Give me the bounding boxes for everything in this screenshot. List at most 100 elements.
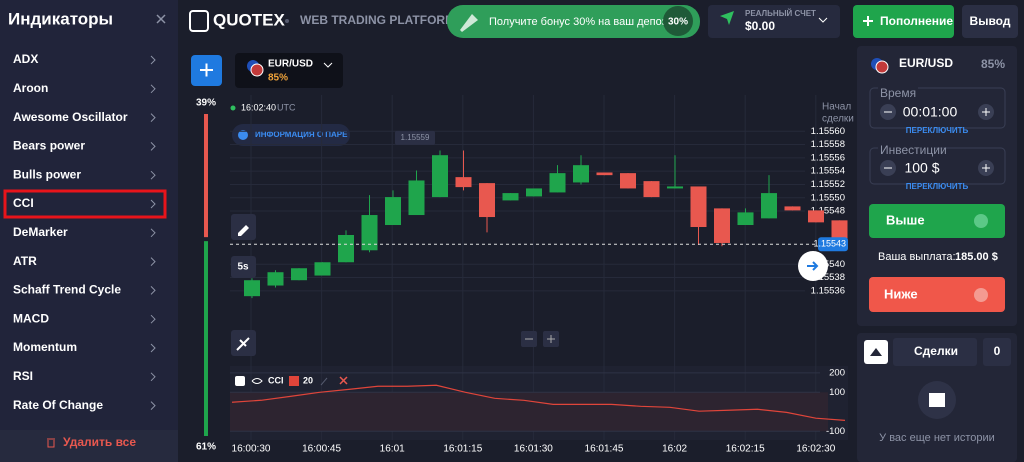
candle-body [408, 180, 425, 216]
logo-icon [189, 10, 209, 32]
cci-period: 20 [303, 375, 313, 385]
empty-text: У вас еще нет истории [879, 432, 995, 444]
collapse-btn[interactable] [235, 376, 245, 386]
asset-box[interactable] [235, 53, 343, 88]
balance: $0.00 [745, 19, 775, 33]
indicator-item[interactable]: CCI [13, 196, 34, 210]
x-tick-label: 16:00:45 [302, 444, 341, 455]
panel-payout: 85% [981, 57, 1005, 71]
down: Ниже [884, 286, 918, 301]
switch[interactable]: ПЕРЕКЛЮЧИТЬ [906, 182, 969, 191]
candle-body [314, 262, 331, 276]
eye-icon[interactable] [251, 378, 263, 384]
invest-value: 100 $ [904, 160, 939, 176]
asset-payout: 85% [268, 73, 288, 84]
payout-value: 185.00 $ [955, 251, 998, 263]
chevron [323, 62, 333, 68]
draw-btn[interactable] [231, 214, 256, 240]
indicator-item[interactable]: RSI [13, 369, 33, 383]
chevron [150, 142, 156, 151]
candle-body [338, 234, 354, 263]
bonus-banner[interactable] [447, 5, 700, 38]
platform: WEB TRADING PLATFORM [300, 13, 455, 27]
start-label: Начал [822, 102, 851, 113]
candle-body [267, 272, 284, 286]
panel-pair: EUR/USD [899, 56, 953, 70]
indicator-item[interactable]: Bears power [13, 139, 85, 153]
y-tick-label: 1.15558 [811, 139, 845, 150]
sentiment-bar [204, 114, 208, 238]
invest-box[interactable] [869, 147, 1006, 185]
current-price: 1.15543 [813, 239, 846, 249]
indicator-item[interactable]: Momentum [13, 340, 77, 354]
down-btn[interactable] [869, 277, 1005, 312]
time-box[interactable] [869, 87, 1006, 129]
cci-line [231, 384, 846, 421]
delete-all[interactable]: Удалить все [63, 435, 136, 449]
x-tick-label: 16:00:30 [232, 444, 271, 455]
switch[interactable]: ПЕРЕКЛЮЧИТЬ [906, 126, 969, 135]
delete-bg[interactable] [0, 430, 178, 462]
chevron [150, 401, 156, 410]
y-tick-label: 1.15554 [811, 166, 845, 177]
timeframe-btn[interactable] [231, 256, 256, 278]
edit-icon[interactable] [320, 377, 328, 386]
cci-color [289, 376, 299, 386]
dot [285, 19, 289, 23]
deposit: Пополнение [880, 14, 953, 28]
price-tag [818, 237, 848, 252]
candle-body [526, 188, 542, 197]
withdraw-btn[interactable] [962, 5, 1018, 38]
info-pill[interactable] [232, 124, 350, 146]
bonus-badge: 30% [668, 17, 688, 28]
sidebar-title: Индикаторы [8, 9, 113, 28]
candle-body [784, 206, 801, 211]
x-tick-label: 16:02:30 [796, 444, 835, 455]
account-box[interactable] [708, 5, 840, 38]
candle-body [761, 193, 777, 219]
bonus-text: Получите бонус 30% на ваш депозит [489, 16, 678, 28]
info-icon [238, 130, 248, 140]
indicator-item[interactable]: DeMarker [13, 225, 68, 239]
y-tick-label: 1.15552 [811, 179, 845, 190]
time-label: Время [880, 86, 916, 100]
indicator-item[interactable]: Bulls power [13, 167, 81, 181]
candle-body [808, 210, 824, 223]
plus-icon [547, 335, 555, 343]
indicator-list: ADX Aroon Awesome Oscillator Bears power Bul… [13, 52, 156, 412]
indicator-item[interactable]: Awesome Oscillator [13, 110, 128, 124]
candle-body [737, 212, 754, 226]
y-tick-label: 1.15560 [811, 126, 845, 137]
candle-body [432, 155, 448, 198]
logo: QUOTEX [213, 10, 285, 29]
close-icon[interactable] [156, 14, 166, 24]
live-dot [230, 105, 236, 111]
chevron [150, 314, 156, 324]
indicator-item[interactable]: Rate Of Change [13, 398, 103, 412]
x-tick-label: 16:01 [380, 444, 405, 455]
cci-chart: 200 100 -100 [230, 367, 846, 437]
candle-body [667, 186, 683, 189]
chevron [150, 55, 156, 65]
indicator-item[interactable]: Aroon [13, 81, 48, 95]
trades: Сделки [914, 344, 958, 358]
timezone: UTC [277, 102, 296, 112]
x-tick-label: 16:01:30 [514, 444, 553, 455]
trades-tab[interactable] [893, 338, 977, 366]
indicator-item[interactable]: MACD [13, 311, 49, 325]
candle-body [291, 268, 307, 281]
indicator-item[interactable]: Schaff Trend Cycle [13, 283, 121, 297]
candle-body [549, 173, 566, 193]
up-btn[interactable] [869, 204, 1005, 238]
indicator-item[interactable]: ADX [13, 52, 38, 66]
sentiment-label: 39% [196, 98, 216, 109]
x-tick-label: 16:01:45 [585, 444, 624, 455]
remove-icon[interactable] [339, 376, 348, 385]
y-tick-label: 1.15536 [811, 285, 845, 296]
y-tick-label: 1.15556 [811, 152, 845, 163]
trades-count: 0 [994, 344, 1001, 358]
deposit-btn[interactable] [853, 5, 954, 38]
indicator-item[interactable]: ATR [13, 254, 37, 268]
candle-body [361, 215, 378, 251]
